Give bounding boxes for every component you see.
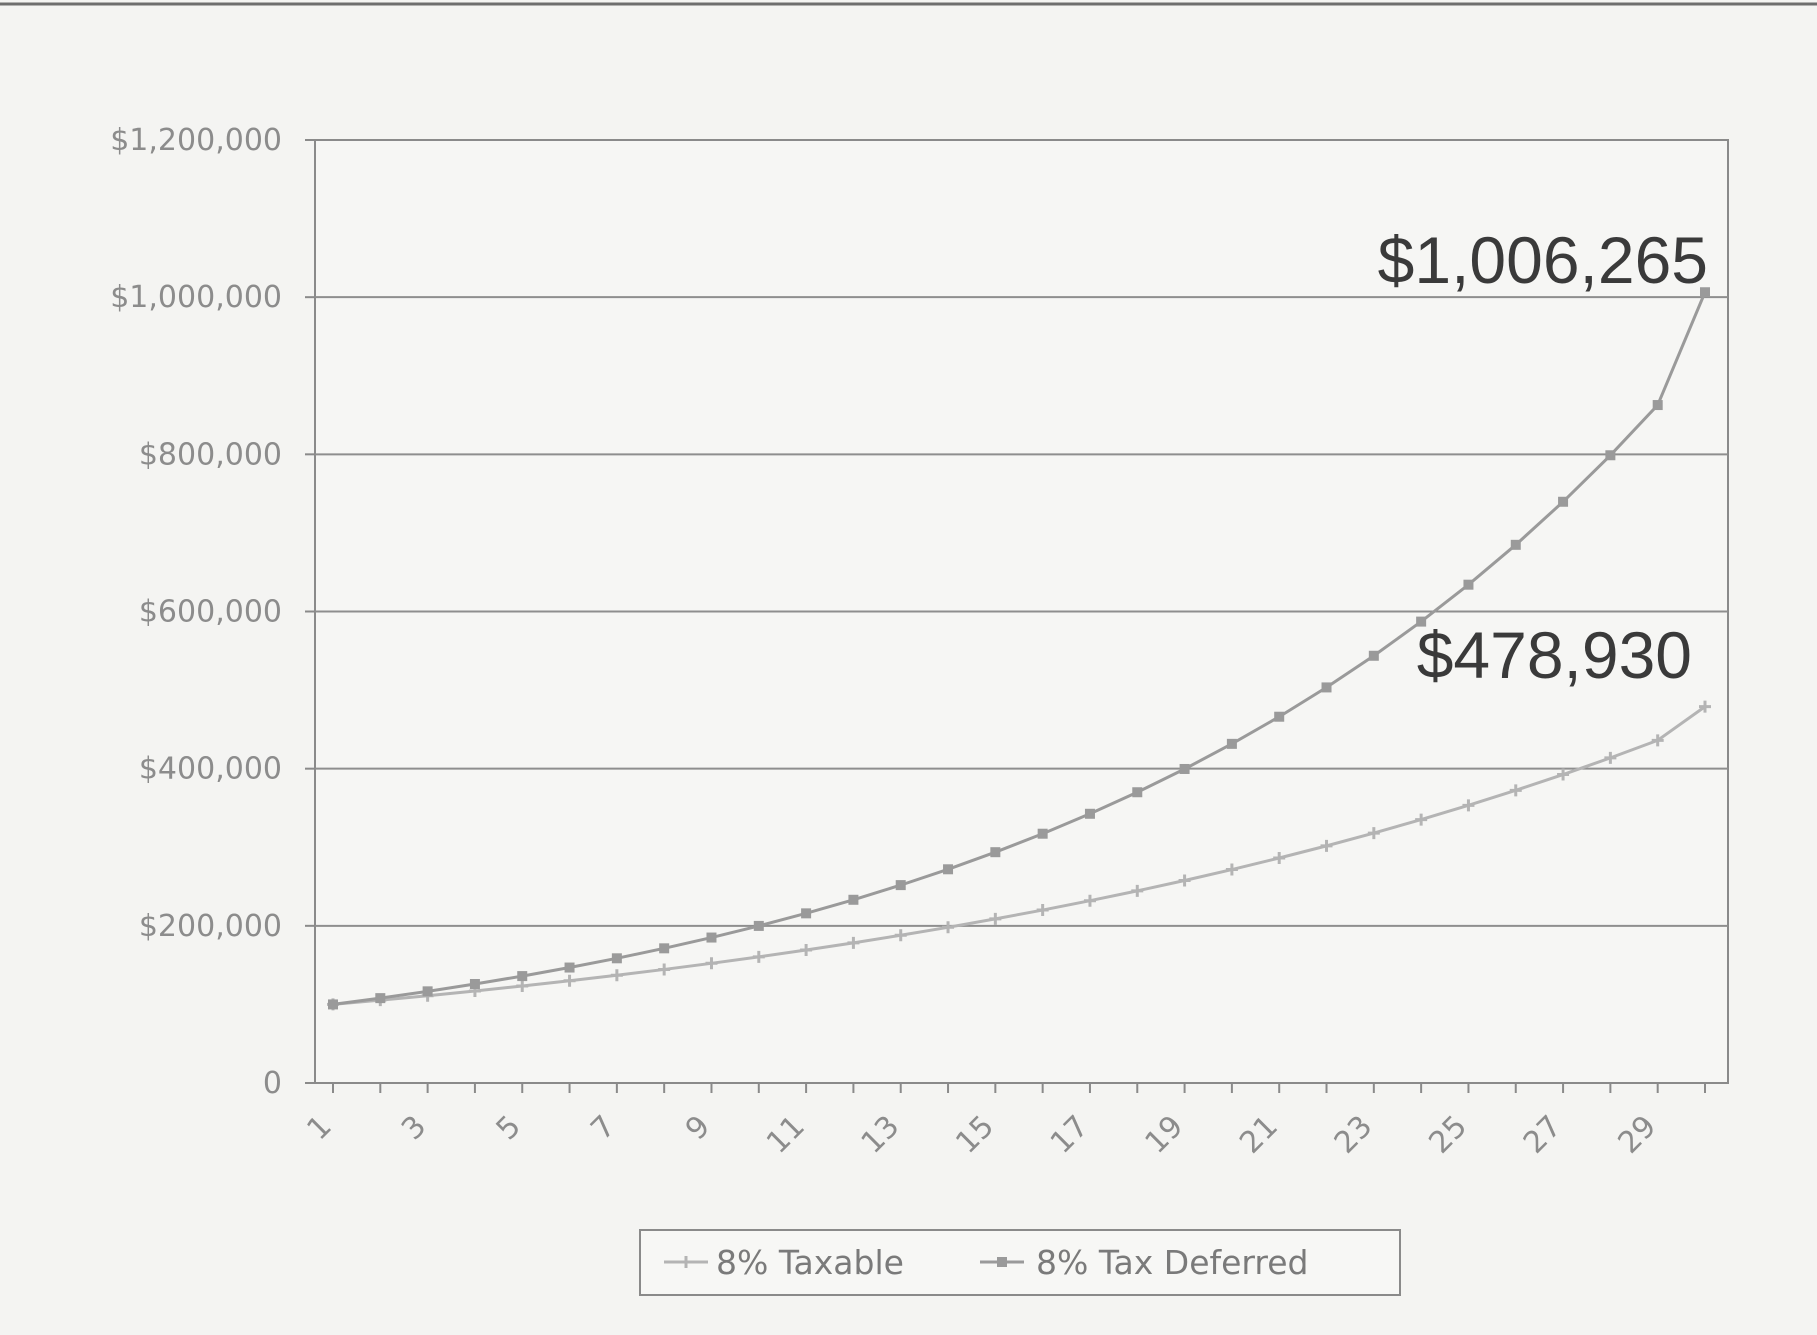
data-point [1132,787,1143,798]
gridlines [315,296,1728,927]
data-point [1416,616,1427,627]
legend-marker [680,1256,692,1268]
data-point [1037,828,1048,839]
x-tick-label: 9 [679,1109,717,1147]
data-point [1321,682,1332,693]
series-line [332,291,1707,1006]
legend-marker [997,1257,1007,1267]
data-point [706,932,717,943]
data-point [848,894,859,905]
annotation-label: $478,930 [1417,618,1692,692]
data-point [1367,827,1380,840]
data-point [1415,813,1428,826]
x-axis: 1 3 5 7 9 11 13 15 17 19 21 23 25 27 29 [300,1083,1706,1161]
data-point [990,847,1001,858]
data-point [943,864,954,875]
data-point [942,921,955,934]
data-point [801,908,812,919]
data-point [1273,852,1286,865]
series-group [327,287,1711,1011]
data-point [1699,700,1711,713]
data-point [1036,904,1049,917]
x-tick-label: 21 [1233,1109,1285,1161]
data-point [1083,894,1096,907]
data-point [659,943,670,954]
data-point [422,986,433,997]
x-tick-label: 23 [1328,1109,1380,1161]
x-tick-label: 25 [1422,1109,1474,1161]
data-point [1510,539,1521,550]
data-point [1700,287,1710,298]
data-point [800,944,813,957]
data-point [705,957,718,970]
data-point [1558,496,1569,507]
x-tick-label: 11 [760,1109,812,1161]
data-point [563,974,576,987]
x-tick-label: 7 [584,1109,622,1147]
y-tick-label: $1,200,000 [110,123,282,158]
x-tick-label: 3 [395,1109,433,1147]
data-point [1462,799,1475,812]
y-tick-label: $600,000 [139,595,282,630]
data-point [610,969,623,982]
x-tick-label: 29 [1612,1109,1664,1161]
data-point [1320,839,1333,852]
data-point [895,880,906,891]
data-point [658,963,671,976]
y-tick-label: $800,000 [139,437,282,472]
data-point [1274,711,1285,722]
data-point [753,920,764,931]
data-point [1463,579,1474,590]
x-tick-label: 15 [949,1109,1001,1161]
data-point [611,953,622,964]
data-point [564,962,575,973]
annotation-label: $1,006,265 [1378,223,1708,297]
legend-label: 8% Taxable [716,1243,904,1282]
series-line [332,705,1706,1006]
data-point [1179,763,1190,774]
legend-label: 8% Tax Deferred [1036,1243,1309,1282]
y-tick-label: $200,000 [139,909,282,944]
data-point [1605,450,1616,461]
x-tick-label: 27 [1517,1109,1569,1161]
data-point [516,980,529,993]
data-point [328,999,338,1010]
data-point [1226,738,1237,749]
annotations: $1,006,265 $478,930 [1378,223,1708,692]
y-tick-label: $1,000,000 [110,280,282,315]
y-axis: 0 $200,000 $400,000 $600,000 $800,000 $1,000,… [110,123,315,1101]
data-point [469,979,480,990]
data-point [1604,751,1617,764]
x-tick-label: 5 [490,1109,528,1147]
series-8-tax-deferred [328,287,1710,1010]
data-point [1368,650,1379,661]
data-point [989,912,1002,925]
data-point [1651,734,1664,747]
data-point [1652,400,1663,411]
data-point [1225,863,1238,876]
data-point [847,936,860,949]
x-tick-label: 19 [1138,1109,1190,1161]
data-point [1084,808,1095,819]
data-point [1131,884,1144,897]
y-tick-label: 0 [263,1066,282,1101]
data-point [752,950,765,963]
data-point [1509,784,1522,797]
data-point [517,971,528,982]
x-tick-label: 13 [855,1109,907,1161]
y-tick-label: $400,000 [139,752,282,787]
data-point [1178,874,1191,887]
data-point [1557,768,1570,781]
data-point [894,929,907,942]
data-point [375,993,386,1004]
x-tick-label: 1 [300,1109,338,1147]
x-tick-label: 17 [1044,1109,1096,1161]
legend: 8% Taxable 8% Tax Deferred [639,1229,1401,1296]
